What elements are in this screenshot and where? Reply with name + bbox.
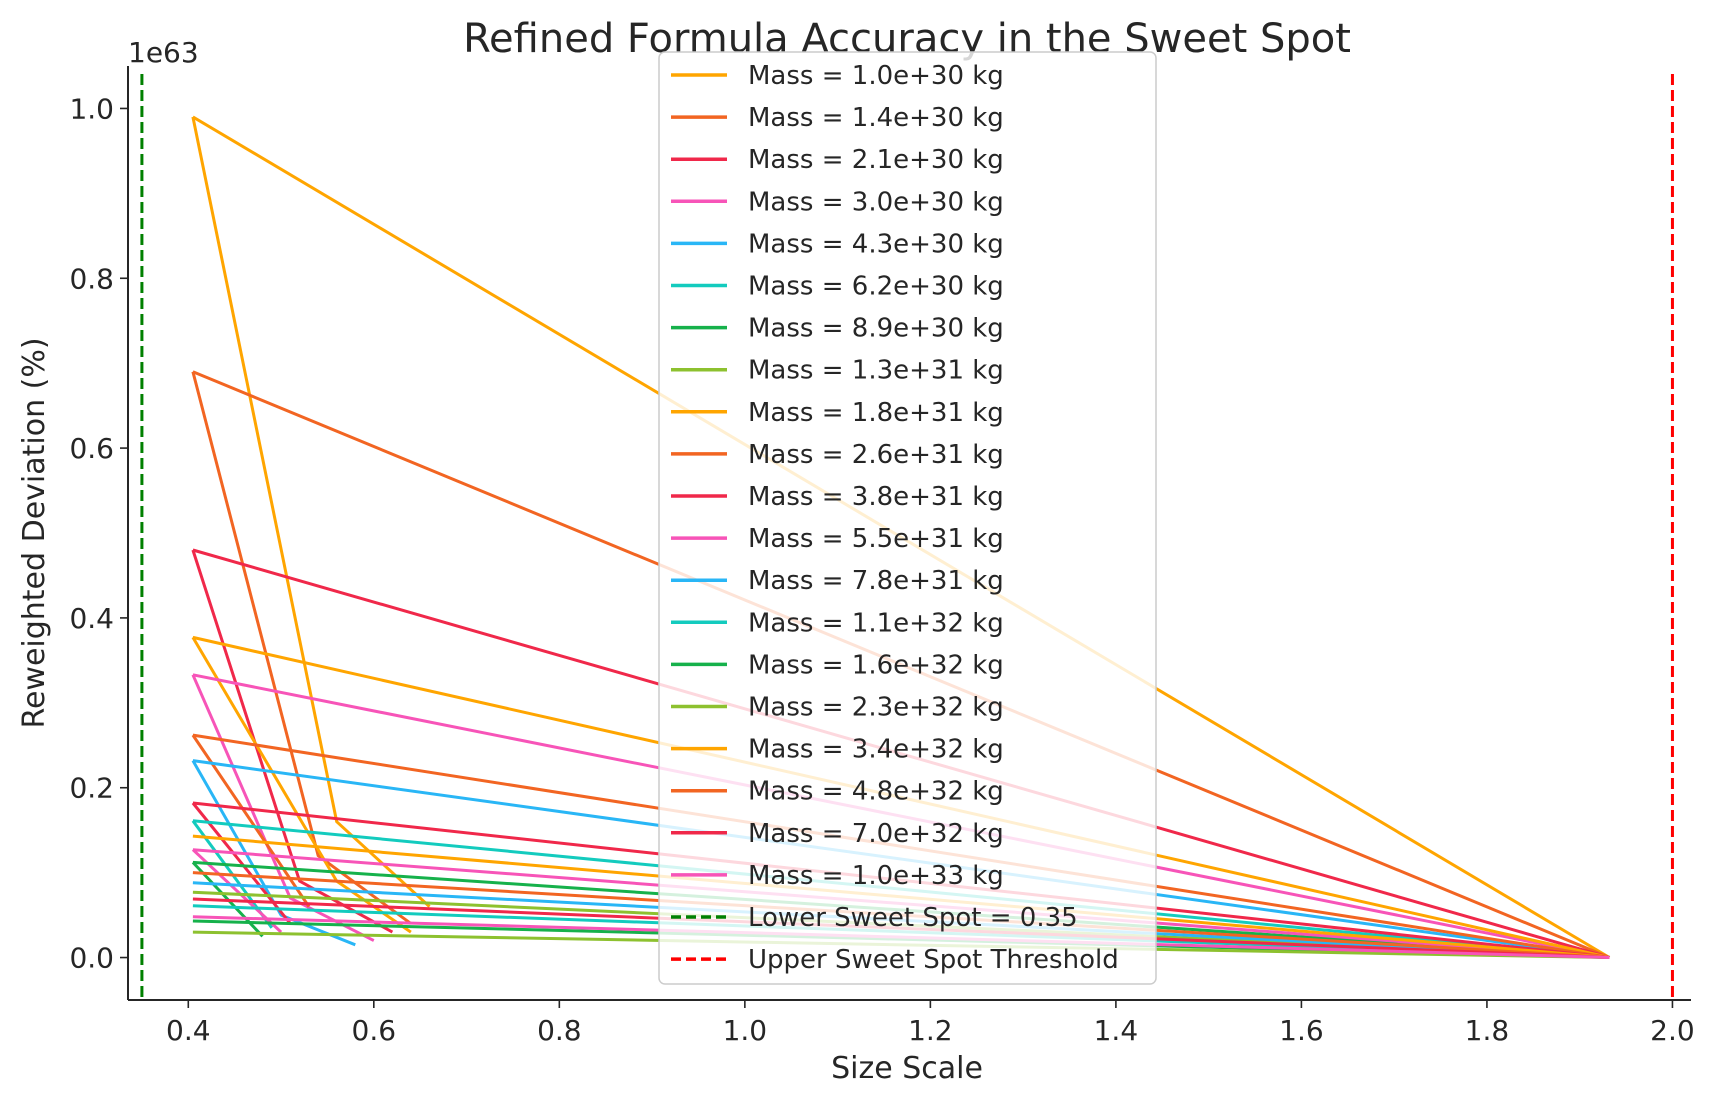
y-tick-label: 0.8 [69,262,114,295]
y-ticks: 0.0 0.2 0.4 0.6 0.8 1.0 [69,92,128,975]
legend-label: Mass = 4.3e+30 kg [748,229,1004,259]
legend-label: Mass = 2.3e+32 kg [748,693,1004,723]
legend-label: Mass = 1.4e+30 kg [748,103,1004,133]
series-segment [191,549,394,934]
legend-label: Mass = 5.5e+31 kg [748,524,1004,554]
axes [127,66,1691,1001]
legend-label: Mass = 1.1e+32 kg [748,608,1004,638]
y-axis-label: Reweighted Deviation (%) [17,337,52,728]
y-tick-label: 0.6 [69,432,114,465]
y-tick-label: 1.0 [69,92,114,125]
x-tick-label: 0.8 [537,1014,582,1047]
legend-label: Mass = 1.6e+32 kg [748,650,1004,680]
legend: Mass = 1.0e+30 kg Mass = 1.4e+30 kg Mass =… [658,51,1157,985]
legend-label: Lower Sweet Spot = 0.35 [748,903,1078,933]
legend-label: Mass = 4.8e+32 kg [748,777,1004,807]
y-tick-label: 0.2 [69,772,114,805]
legend-label: Mass = 3.0e+30 kg [748,187,1004,217]
x-ticks: 0.4 0.6 0.8 1.0 1.2 1.4 1.6 1.8 2.0 [166,1000,1695,1047]
x-tick-label: 2.0 [1650,1014,1695,1047]
y-tick-label: 0.0 [69,942,114,975]
legend-label: Mass = 1.8e+31 kg [748,398,1004,428]
legend-box [658,51,1157,985]
legend-label: Mass = 7.8e+31 kg [748,566,1004,596]
legend-label: Upper Sweet Spot Threshold [748,945,1119,975]
legend-label: Mass = 8.9e+30 kg [748,314,1004,344]
legend-label: Mass = 7.0e+32 kg [748,819,1004,849]
x-tick-label: 0.4 [166,1014,211,1047]
x-tick-label: 1.8 [1465,1014,1510,1047]
legend-label: Mass = 3.8e+31 kg [748,482,1004,512]
legend-label: Mass = 1.3e+31 kg [748,356,1004,386]
x-tick-label: 1.2 [908,1014,953,1047]
x-tick-label: 0.6 [352,1014,397,1047]
x-tick-label: 1.6 [1279,1014,1324,1047]
legend-label: Mass = 3.4e+32 kg [748,735,1004,765]
reference-lines [140,74,1674,999]
legend-label: Mass = 2.6e+31 kg [748,440,1004,470]
legend-label: Mass = 6.2e+30 kg [748,272,1004,302]
x-tick-label: 1.4 [1094,1014,1139,1047]
legend-label: Mass = 2.1e+30 kg [748,145,1004,175]
legend-label: Mass = 1.0e+33 kg [748,861,1004,891]
y-tick-label: 0.4 [69,602,114,635]
legend-label: Mass = 1.0e+30 kg [748,61,1004,91]
series-segment [191,116,431,908]
legend-items: Mass = 1.0e+30 kg Mass = 1.4e+30 kg Mass =… [671,61,1119,975]
y-offset-label: 1e63 [128,36,199,69]
x-tick-label: 1.0 [723,1014,768,1047]
x-axis-label: Size Scale [831,1051,983,1086]
